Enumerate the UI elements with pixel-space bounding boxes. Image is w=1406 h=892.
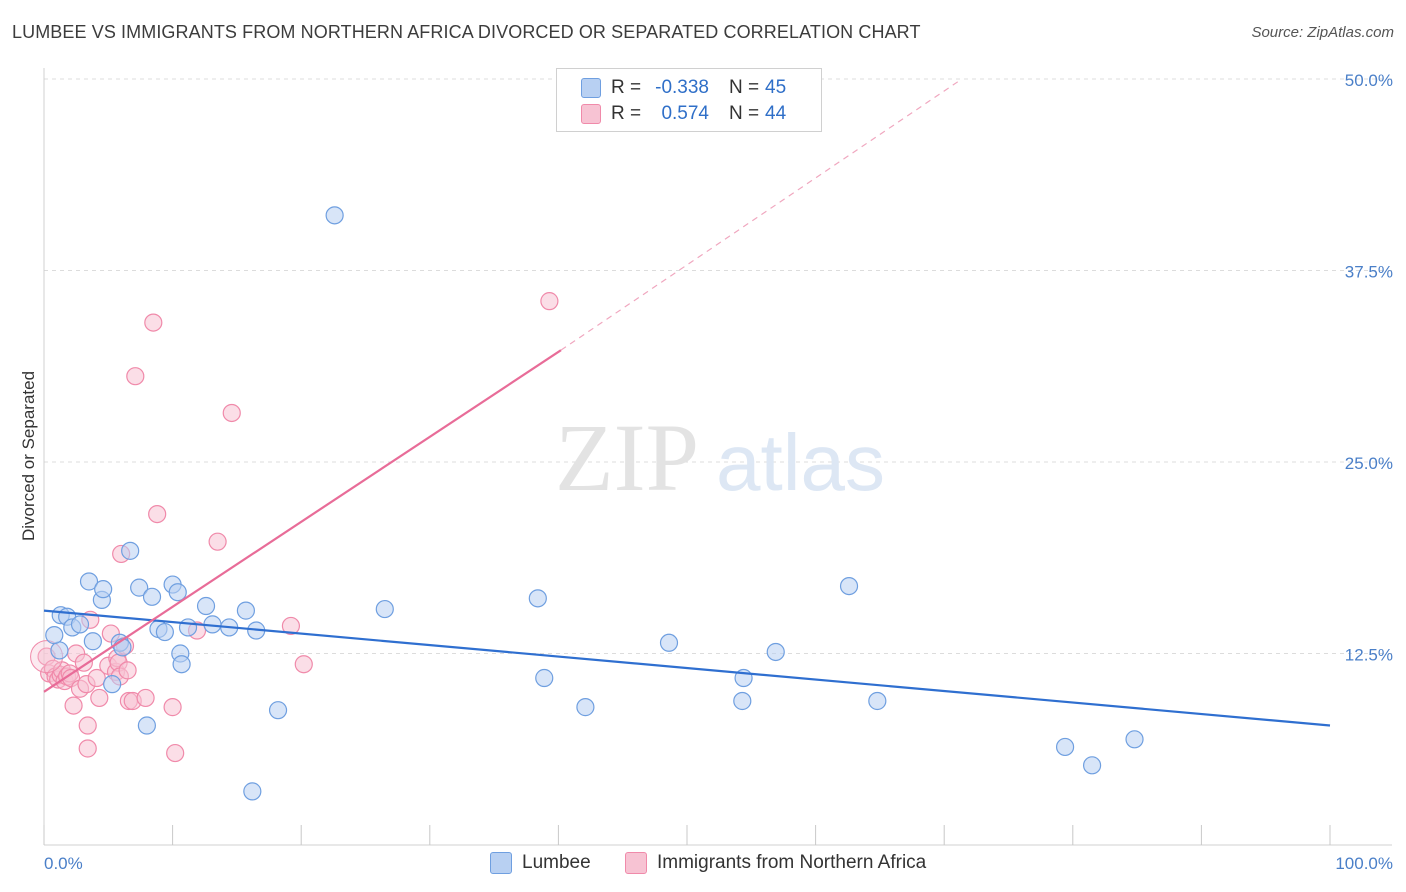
lumbee-point [236, 601, 256, 620]
legend-row-immigrants: R = 0.574 N = 44 [581, 102, 786, 126]
legend-n-value: 44 [765, 103, 787, 124]
immigrants-point [90, 688, 109, 708]
bottom-legend-swatch-lumbee [490, 852, 512, 874]
axes [43, 68, 1392, 846]
chart-source: Source: ZipAtlas.com [1251, 24, 1394, 41]
legend-r-value: -0.338 [655, 77, 709, 98]
lumbee-point [196, 596, 216, 616]
lumbee-point [325, 206, 344, 225]
lumbee-point [70, 615, 90, 634]
legend-swatch-immigrants [581, 104, 601, 124]
lumbee-point [155, 622, 174, 642]
bottom-legend-swatch-immigrants [625, 852, 647, 874]
y-tick-label: 50.0% [1345, 71, 1393, 90]
y-tick-label: 12.5% [1345, 646, 1393, 665]
lumbee-trend-line [43, 609, 1331, 727]
bottom-legend-immigrants: Immigrants from Northern Africa [625, 852, 926, 874]
legend-swatch-lumbee [581, 78, 601, 98]
lumbee-point [576, 698, 595, 717]
immigrants-point [148, 504, 167, 524]
series-lumbee-points [45, 206, 1144, 801]
tick-labels: 12.5% 25.0% 37.5% 50.0% 0.0% 100.0% [44, 71, 1393, 873]
legend-n-label: N = [729, 103, 760, 124]
lumbee-point [130, 578, 149, 597]
lumbee-point [659, 633, 679, 652]
y-tick-label: 25.0% [1345, 454, 1393, 473]
watermark-zip: ZIP [555, 404, 699, 511]
immigrants-point [78, 739, 97, 758]
lumbee-point [45, 626, 64, 645]
legend-r-value: 0.574 [661, 103, 709, 124]
lumbee-point [172, 655, 191, 674]
lumbee-point [268, 701, 288, 720]
bottom-legend-label-immigrants: Immigrants from Northern Africa [657, 852, 927, 873]
lumbee-point [1125, 730, 1144, 749]
gridlines [44, 78, 1392, 654]
immigrants-point [136, 688, 155, 708]
bottom-legend-label-lumbee: Lumbee [522, 852, 591, 873]
immigrants-point [294, 655, 313, 674]
immigrants-point [163, 698, 182, 717]
stats-legend: R = -0.338 N = 45 R = 0.574 N = 44 [556, 68, 822, 132]
chart-title: LUMBEE VS IMMIGRANTS FROM NORTHERN AFRIC… [12, 22, 921, 42]
lumbee-point [121, 541, 140, 560]
lumbee-point [103, 675, 122, 694]
lumbee-point [1055, 737, 1075, 757]
watermark-atlas: atlas [716, 418, 885, 507]
immigrants-point [74, 653, 93, 672]
immigrants-point [87, 668, 106, 688]
immigrants-point [78, 716, 97, 735]
immigrants-point [208, 532, 227, 551]
lumbee-point [50, 641, 69, 660]
lumbee-point [766, 642, 785, 662]
lumbee-point [839, 576, 859, 596]
legend-r-label: R = [611, 103, 642, 124]
lumbee-point [79, 572, 99, 591]
lumbee-point [868, 691, 887, 711]
lumbee-point [94, 580, 113, 599]
lumbee-point [137, 716, 156, 735]
lumbee-point [168, 583, 187, 602]
lumbee-point [142, 587, 162, 606]
lumbee-point [113, 638, 132, 657]
y-tick-label: 37.5% [1345, 263, 1393, 282]
lumbee-point [733, 691, 752, 711]
immigrants-point [144, 313, 163, 332]
immigrants-trend-line [43, 349, 562, 693]
x-tick-label-min: 0.0% [44, 854, 83, 873]
legend-row-lumbee: R = -0.338 N = 45 [581, 76, 786, 100]
lumbee-point [1082, 756, 1102, 775]
immigrants-point [222, 403, 241, 423]
lumbee-point [375, 599, 394, 619]
bottom-legend-lumbee: Lumbee [490, 852, 591, 874]
legend-n-label: N = [729, 77, 760, 98]
trend-lines [43, 80, 1331, 727]
lumbee-point [178, 618, 198, 637]
watermark: ZIP atlas [555, 404, 885, 511]
immigrants-trend-extension [560, 80, 960, 351]
immigrants-point [64, 696, 83, 715]
y-axis-title: Divorced or Separated [19, 371, 38, 541]
immigrants-point [126, 367, 145, 386]
lumbee-point [243, 782, 262, 801]
immigrants-point [166, 743, 185, 763]
immigrants-point [540, 292, 559, 311]
legend-r-label: R = [611, 77, 642, 98]
legend-n-value: 45 [765, 77, 787, 98]
lumbee-point [535, 668, 554, 688]
x-tick-label-max: 100.0% [1335, 854, 1393, 873]
lumbee-point [528, 589, 547, 608]
series-immigrants-points [30, 292, 559, 763]
immigrants-point [118, 661, 137, 680]
immigrants-point [281, 616, 301, 636]
lumbee-point [83, 632, 102, 651]
